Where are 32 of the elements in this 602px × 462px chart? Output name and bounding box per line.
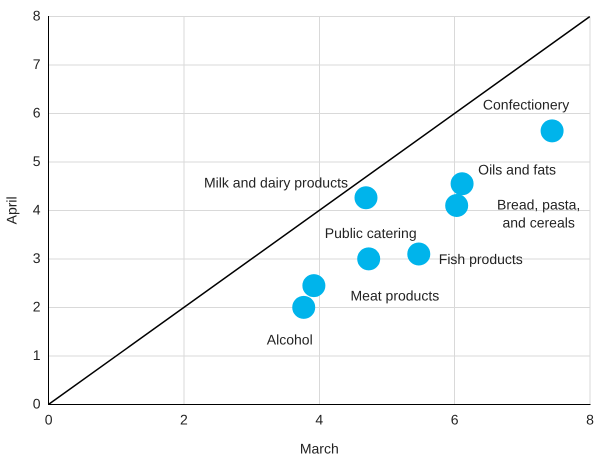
- x-tick-label: 0: [44, 412, 53, 428]
- x-tick-label: 2: [180, 412, 188, 428]
- annotation: Alcohol: [266, 331, 313, 348]
- annotation: Bread, pasta, and cereals: [497, 196, 580, 230]
- y-tick-label: 1: [32, 346, 41, 363]
- x-axis-title: March: [300, 440, 339, 456]
- annotation: Public catering: [324, 224, 417, 241]
- point: [407, 242, 430, 266]
- point: [450, 172, 474, 196]
- y-tick-label: 5: [32, 152, 41, 169]
- y-tick-label: 3: [32, 250, 41, 266]
- y-tick-label: 8: [32, 7, 41, 24]
- annotation: Milk and dairy products: [204, 174, 348, 191]
- annotation: Confectionery: [482, 96, 570, 113]
- annotation: Oils and fats: [478, 162, 556, 178]
- point: [292, 296, 316, 319]
- x-tick-label: 6: [450, 412, 459, 428]
- point: [445, 194, 468, 218]
- x-tick-label: 8: [586, 412, 594, 428]
- y-tick-label: 6: [32, 104, 41, 120]
- y-tick-label: 7: [32, 56, 41, 72]
- y-axis-title: April: [3, 196, 20, 224]
- y-tick-label: 4: [32, 201, 41, 218]
- annotation: Fish products: [438, 250, 523, 267]
- annotation: Meat products: [350, 287, 440, 304]
- point: [302, 274, 326, 298]
- x-tick-label: 4: [315, 412, 324, 428]
- point: [540, 119, 564, 142]
- point: [354, 186, 378, 210]
- y-tick-label: 2: [32, 298, 41, 314]
- point: [357, 247, 380, 270]
- y-tick-label: 0: [32, 395, 41, 412]
